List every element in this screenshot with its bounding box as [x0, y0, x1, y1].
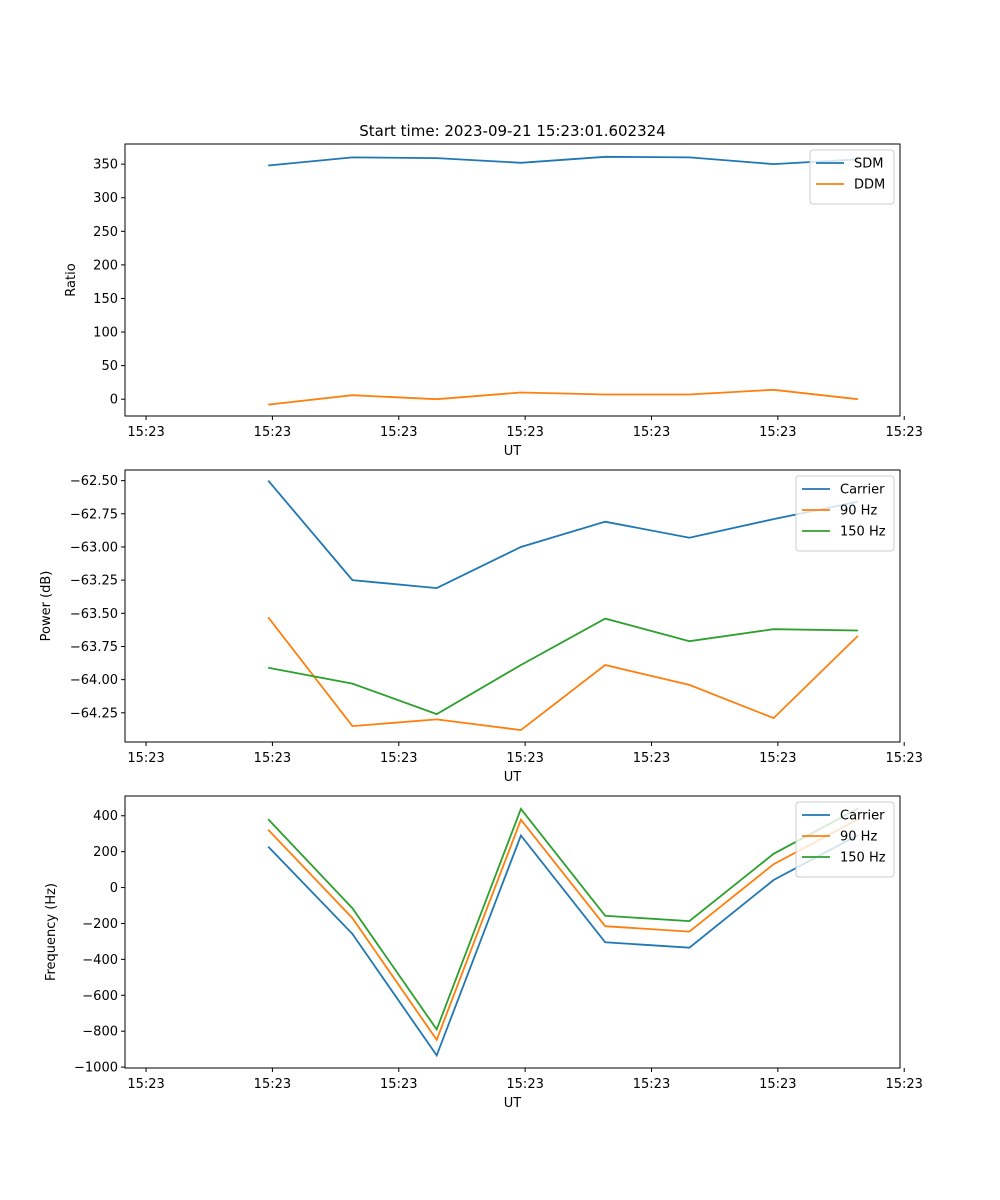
chart-panel-1: Start time: 2023-09-21 15:23:01.602324 15…: [64, 122, 923, 459]
x-tick-label: 15:23: [506, 1077, 543, 1092]
axes-frame: [124, 143, 901, 417]
legend-label: 150 Hz: [840, 525, 886, 540]
x-axis-label: UT: [504, 1096, 522, 1111]
y-tick-label: 300: [93, 191, 118, 206]
x-tick-label: 15:23: [506, 425, 543, 440]
series-line-carrier: [267, 833, 859, 1058]
chart-panel-3: 15:23 15:23 15:23 15:23 15:23 15:23 15:23 −1000…: [44, 795, 923, 1111]
y-axis-label: Ratio: [64, 263, 79, 296]
legend-label: 90 Hz: [840, 504, 877, 519]
y-tick-label: 250: [93, 225, 118, 240]
x-tick-label: 15:23: [506, 751, 543, 766]
series-line-sdm: [268, 155, 858, 167]
y-tick-label: −1000: [74, 1061, 118, 1076]
x-tick-label: 15:23: [885, 751, 922, 766]
y-tick-label: −600: [82, 989, 118, 1004]
series-line-150-hz: [267, 807, 859, 1032]
x-axis-label: UT: [504, 770, 522, 785]
y-tick-label: 150: [93, 292, 118, 307]
series-line-90-hz: [267, 616, 859, 732]
series-line-150-hz: [268, 617, 858, 716]
legend-label: Carrier: [840, 809, 885, 824]
y-tick-label: 200: [93, 258, 118, 273]
y-tick-label: 200: [93, 845, 118, 860]
x-tick-label: 15:23: [127, 425, 164, 440]
legend-box: [795, 801, 895, 878]
x-tick-label: 15:23: [759, 751, 796, 766]
x-tick-label: 15:23: [633, 1077, 670, 1092]
y-tick-label: −63.25: [70, 574, 118, 589]
x-tick-label: 15:23: [254, 751, 291, 766]
x-tick-label: 15:23: [380, 1077, 417, 1092]
y-tick-label: 50: [101, 359, 118, 374]
legend-label: 150 Hz: [840, 851, 886, 866]
chart-title: Start time: 2023-09-21 15:23:01.602324: [359, 122, 665, 140]
legend-label: SDM: [854, 157, 883, 172]
series-line-carrier: [267, 480, 859, 590]
y-tick-label: −63.00: [70, 540, 118, 555]
y-tick-label: −62.75: [70, 507, 118, 522]
x-tick-label: 15:23: [633, 425, 670, 440]
legend: Carrier 90 Hz 150 Hz: [795, 475, 895, 552]
legend-label: DDM: [854, 178, 885, 193]
y-tick-label: −200: [82, 917, 118, 932]
series-line-90-hz: [267, 817, 859, 1042]
y-tick-label: −62.50: [70, 474, 118, 489]
x-tick-label: 15:23: [254, 425, 291, 440]
x-axis-label: UT: [504, 444, 522, 459]
y-tick-label: 350: [93, 158, 118, 173]
series-line-ddm: [268, 388, 858, 406]
y-tick-label: −64.25: [70, 706, 118, 721]
y-tick-label: −63.50: [70, 607, 118, 622]
x-tick-label: 15:23: [380, 751, 417, 766]
legend-label: Carrier: [840, 483, 885, 498]
y-axis-label: Power (dB): [39, 571, 54, 642]
y-tick-label: 0: [110, 393, 118, 408]
x-tick-label: 15:23: [885, 1077, 922, 1092]
y-tick-label: 100: [93, 326, 118, 341]
legend-label: 90 Hz: [840, 830, 877, 845]
legend: SDM DDM: [809, 149, 895, 205]
y-tick-label: −63.75: [70, 640, 118, 655]
chart-panel-2: 15:23 15:23 15:23 15:23 15:23 15:23 15:23 −64.2…: [39, 469, 923, 785]
x-tick-label: 15:23: [759, 425, 796, 440]
x-tick-label: 15:23: [633, 751, 670, 766]
legend-box: [795, 475, 895, 552]
x-tick-label: 15:23: [885, 425, 922, 440]
x-tick-label: 15:23: [380, 425, 417, 440]
legend: Carrier 90 Hz 150 Hz: [795, 801, 895, 878]
axes-frame: [124, 469, 901, 743]
y-tick-label: −800: [82, 1025, 118, 1040]
x-tick-label: 15:23: [254, 1077, 291, 1092]
y-tick-label: −400: [82, 953, 118, 968]
y-tick-label: −64.00: [70, 673, 118, 688]
y-tick-label: 400: [93, 809, 118, 824]
y-tick-label: 0: [110, 881, 118, 896]
x-tick-label: 15:23: [759, 1077, 796, 1092]
y-axis-label: Frequency (Hz): [44, 883, 59, 981]
x-tick-label: 15:23: [127, 751, 164, 766]
x-tick-label: 15:23: [127, 1077, 164, 1092]
axes-frame: [124, 795, 901, 1069]
